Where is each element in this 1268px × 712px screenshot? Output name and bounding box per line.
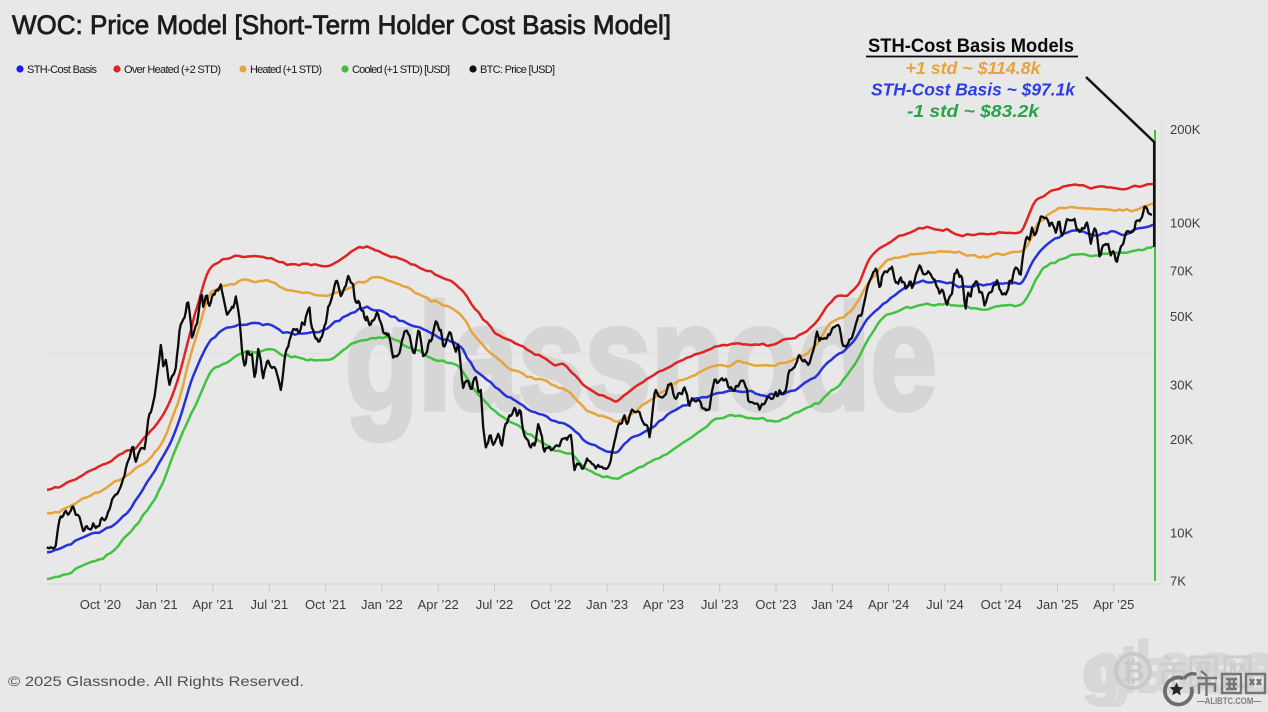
- svg-text:50K: 50K: [1170, 309, 1193, 324]
- svg-text:30K: 30K: [1170, 378, 1193, 393]
- svg-text:Apr ’24: Apr ’24: [868, 597, 909, 612]
- svg-text:+1 std ~ $114.8k: +1 std ~ $114.8k: [906, 58, 1042, 78]
- svg-text:Apr ’21: Apr ’21: [192, 597, 233, 612]
- svg-text:Cooled (+1 STD) [USD]: Cooled (+1 STD) [USD]: [352, 64, 450, 76]
- svg-text:Jul ’23: Jul ’23: [701, 597, 739, 612]
- svg-text:Jul ’21: Jul ’21: [251, 597, 289, 612]
- svg-text:Jul ’24: Jul ’24: [926, 597, 964, 612]
- svg-text:Apr ’22: Apr ’22: [418, 597, 459, 612]
- svg-text:WOC: Price Model [Short-Term H: WOC: Price Model [Short-Term Holder Cost…: [12, 10, 671, 40]
- svg-text:STH-Cost Basis: STH-Cost Basis: [27, 64, 98, 76]
- svg-text:200K: 200K: [1170, 122, 1201, 137]
- svg-text:Jan ’24: Jan ’24: [811, 597, 853, 612]
- svg-text:STH-Cost Basis ~ $97.1k: STH-Cost Basis ~ $97.1k: [871, 80, 1076, 100]
- svg-text:STH-Cost Basis Models: STH-Cost Basis Models: [868, 36, 1074, 57]
- svg-text:Jan ’25: Jan ’25: [1037, 597, 1079, 612]
- svg-text:Apr ’23: Apr ’23: [643, 597, 684, 612]
- svg-text:© 2025 Glassnode. All Rights R: © 2025 Glassnode. All Rights Reserved.: [8, 673, 304, 689]
- svg-text:BTC: Price [USD]: BTC: Price [USD]: [480, 64, 555, 76]
- svg-text:Oct ’20: Oct ’20: [80, 597, 121, 612]
- svg-text:10K: 10K: [1170, 526, 1193, 541]
- svg-text:Apr ’25: Apr ’25: [1093, 597, 1134, 612]
- svg-text:₿: ₿: [1122, 656, 1145, 687]
- svg-text:Jan ’21: Jan ’21: [136, 597, 178, 612]
- svg-text:Oct ’24: Oct ’24: [981, 597, 1022, 612]
- svg-text:-1 std ~ $83.2k: -1 std ~ $83.2k: [907, 101, 1040, 121]
- svg-text:100K: 100K: [1170, 216, 1201, 231]
- svg-text:Oct ’21: Oct ’21: [305, 597, 346, 612]
- svg-text:—ALIBTC.COM—: —ALIBTC.COM—: [1197, 696, 1261, 706]
- svg-text:Jul ’22: Jul ’22: [476, 597, 514, 612]
- svg-text:Heated (+1 STD): Heated (+1 STD): [250, 64, 322, 76]
- svg-text:Oct ’23: Oct ’23: [755, 597, 796, 612]
- svg-text:70K: 70K: [1170, 264, 1193, 279]
- svg-text:7K: 7K: [1170, 574, 1186, 589]
- svg-text:20K: 20K: [1170, 432, 1193, 447]
- svg-text:Oct ’22: Oct ’22: [530, 597, 571, 612]
- svg-text:glassnode: glassnode: [345, 273, 937, 441]
- svg-text:Jan ’23: Jan ’23: [586, 597, 628, 612]
- svg-text:Over Heated (+2 STD): Over Heated (+2 STD): [124, 64, 221, 76]
- svg-text:Jan ’22: Jan ’22: [361, 597, 403, 612]
